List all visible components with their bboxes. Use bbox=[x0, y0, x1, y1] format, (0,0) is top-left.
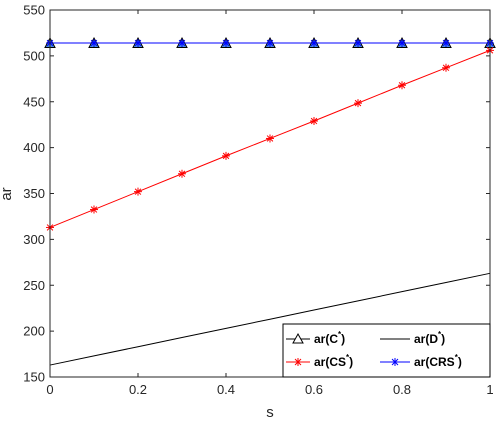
series-crs bbox=[46, 39, 494, 48]
x-axis-label: s bbox=[266, 404, 274, 421]
y-tick-label-6: 450 bbox=[23, 94, 45, 109]
series-line-d bbox=[49, 272, 491, 366]
series-cs bbox=[46, 46, 494, 232]
marker-crs-6 bbox=[310, 39, 318, 48]
plot-area bbox=[50, 10, 490, 377]
y-tick-label-0: 150 bbox=[23, 370, 45, 385]
legend-marker-crs bbox=[391, 358, 399, 366]
marker-cs-9 bbox=[442, 63, 450, 72]
y-tick-label-3: 300 bbox=[23, 232, 45, 247]
legend-box bbox=[282, 323, 491, 378]
x-tick-label-5: 1 bbox=[486, 382, 493, 397]
series-d bbox=[49, 272, 491, 366]
marker-crs-3 bbox=[178, 39, 186, 48]
legend: ar(C*) ar(D*) ar(CS*) ar(CRS*) bbox=[282, 323, 491, 378]
marker-cs-5 bbox=[266, 134, 274, 143]
legend-label-crs: ar(CRS*) bbox=[414, 353, 462, 369]
y-axis-label: ar bbox=[0, 187, 15, 200]
x-tick-label-0: 0 bbox=[46, 382, 53, 397]
marker-crs-2 bbox=[134, 39, 142, 48]
marker-cs-8 bbox=[398, 81, 406, 90]
marker-crs-4 bbox=[222, 39, 230, 48]
legend-label-c: ar(C*) bbox=[314, 330, 345, 346]
marker-crs-1 bbox=[90, 39, 98, 48]
y-tick-label-7: 500 bbox=[23, 48, 45, 63]
legend-label-d: ar(D*) bbox=[414, 330, 445, 346]
marker-cs-4 bbox=[222, 151, 230, 160]
y-tick-label-4: 350 bbox=[23, 186, 45, 201]
legend-marker-cs bbox=[294, 358, 302, 366]
legend-entry-d: ar(D*) bbox=[380, 330, 445, 346]
legend-entry-cs: ar(CS*) bbox=[286, 353, 353, 369]
legend-entry-crs: ar(CRS*) bbox=[380, 353, 462, 369]
marker-crs-7 bbox=[354, 39, 362, 48]
y-tick-label-1: 200 bbox=[23, 324, 45, 339]
x-tick-label-1: 0.2 bbox=[129, 382, 147, 397]
marker-cs-3 bbox=[178, 169, 186, 178]
series-layer bbox=[44, 36, 496, 366]
marker-crs-5 bbox=[266, 39, 274, 48]
x-tick-label-3: 0.6 bbox=[305, 382, 323, 397]
y-tick-label-2: 250 bbox=[23, 278, 45, 293]
x-tick-label-4: 0.8 bbox=[393, 382, 411, 397]
x-tick-label-2: 0.4 bbox=[217, 382, 235, 397]
marker-cs-6 bbox=[310, 117, 318, 126]
y-tick-label-5: 400 bbox=[23, 140, 45, 155]
axes: 0 0.2 0.4 0.6 0.8 1 150 200 250 300 350 400 450 500 55… bbox=[23, 3, 493, 398]
marker-cs-2 bbox=[134, 187, 142, 196]
marker-crs-9 bbox=[442, 39, 450, 48]
marker-cs-7 bbox=[354, 99, 362, 108]
legend-marker-c bbox=[292, 332, 304, 344]
y-tick-label-8: 550 bbox=[23, 3, 45, 18]
legend-label-cs: ar(CS*) bbox=[314, 353, 353, 369]
plot-background bbox=[50, 10, 490, 377]
marker-crs-8 bbox=[398, 39, 406, 48]
marker-cs-1 bbox=[90, 205, 98, 214]
legend-entry-c: ar(C*) bbox=[286, 330, 345, 346]
